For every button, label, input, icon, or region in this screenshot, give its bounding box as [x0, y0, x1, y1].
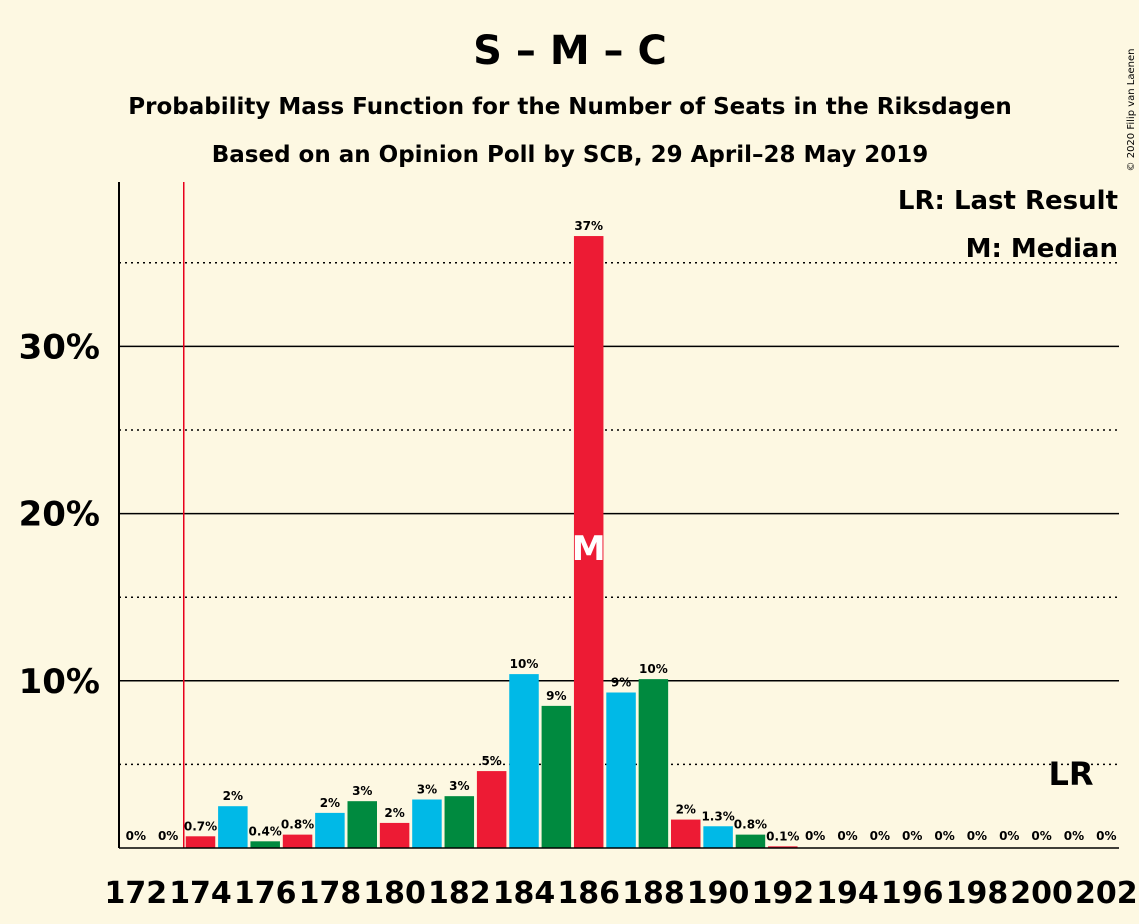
legend-median: M: Median — [966, 234, 1118, 264]
x-tick-label: 172 — [104, 876, 167, 911]
legend-last-result: LR: Last Result — [898, 186, 1118, 216]
bar-label: 0% — [967, 829, 987, 843]
bar-label: 0% — [837, 829, 857, 843]
bar-label: 0% — [934, 829, 954, 843]
bar-label: 2% — [676, 803, 696, 817]
bar-label: 10% — [639, 662, 668, 676]
x-tick-label: 194 — [816, 876, 879, 911]
bar-seat-174 — [185, 836, 216, 848]
y-axis-ticks: 10% 20% 30% — [19, 327, 100, 701]
x-tick-label: 182 — [428, 876, 491, 911]
bar-label: 2% — [320, 796, 340, 810]
bar-label: 37% — [574, 219, 603, 233]
bar-label: 0% — [1031, 829, 1051, 843]
bar-label: 2% — [223, 789, 243, 803]
bar-label: 3% — [352, 784, 372, 798]
bar-seat-186 — [573, 236, 604, 849]
bar-label: 9% — [546, 689, 566, 703]
bar-seat-181 — [412, 799, 442, 848]
y-tick-label: 30% — [19, 327, 100, 367]
bar-label: 0.8% — [281, 818, 314, 832]
x-tick-label: 174 — [169, 876, 232, 911]
bar-seat-180 — [379, 822, 410, 848]
bar-label: 9% — [611, 676, 631, 690]
y-tick-label: 20% — [19, 495, 100, 535]
bar-label: 10% — [510, 657, 539, 671]
bar-label: 0.7% — [184, 819, 217, 833]
bar-seat-184 — [509, 674, 539, 848]
bar-seat-188 — [638, 679, 669, 848]
bar-seat-177 — [282, 834, 313, 848]
x-tick-label: 198 — [946, 876, 1009, 911]
x-tick-label: 196 — [881, 876, 944, 911]
bar-label: 0% — [158, 829, 178, 843]
bar-label: 1.3% — [701, 809, 734, 823]
bar-label: 0% — [126, 829, 146, 843]
y-tick-label: 10% — [19, 662, 100, 702]
bar-labels: 0% 0%0.7%2%0.4% 0.8%2%3%2%3% 3%5%10%9%37%9%… — [126, 219, 1117, 843]
bar-label: 0.1% — [766, 829, 799, 843]
bar-seat-176 — [250, 841, 280, 848]
bar-label: 0% — [902, 829, 922, 843]
last-result-marker: LR — [1048, 755, 1093, 793]
x-axis-ticks: 172 174 176 178 180 182 184 186 188 190 192 194 196 1… — [104, 876, 1137, 911]
bar-seat-190 — [703, 826, 733, 848]
chart-title: S – M – C — [473, 28, 667, 74]
bar-seat-175 — [218, 806, 248, 848]
bar-seat-183 — [476, 771, 507, 848]
x-tick-label: 188 — [622, 876, 685, 911]
bar-seat-178 — [315, 812, 345, 848]
bar-seat-192 — [768, 846, 798, 848]
bar-seat-189 — [671, 819, 701, 848]
x-tick-label: 190 — [687, 876, 750, 911]
chart-subtitle-poll: Based on an Opinion Poll by SCB, 29 Apri… — [212, 142, 928, 168]
x-tick-label: 200 — [1010, 876, 1073, 911]
bar-label: 0% — [1064, 829, 1084, 843]
bar-seat-179 — [347, 801, 377, 848]
bar-seat-182 — [444, 796, 475, 848]
bar-label: 0% — [805, 829, 825, 843]
x-tick-label: 180 — [363, 876, 426, 911]
bar-label: 3% — [417, 783, 437, 797]
bar-label: 3% — [449, 779, 469, 793]
bar-seat-187 — [606, 692, 636, 848]
bar-label: 5% — [481, 754, 501, 768]
x-tick-label: 178 — [299, 876, 362, 911]
bar-label: 0.4% — [249, 824, 282, 838]
x-tick-label: 202 — [1075, 876, 1138, 911]
x-tick-label: 176 — [234, 876, 297, 911]
x-tick-label: 192 — [751, 876, 814, 911]
chart-subtitle: Probability Mass Function for the Number… — [128, 94, 1011, 120]
bar-label: 0% — [870, 829, 890, 843]
bar-seat-191 — [735, 834, 766, 848]
bar-label: 0% — [1096, 829, 1116, 843]
bar-label: 0.8% — [734, 818, 767, 832]
median-marker: M — [572, 529, 606, 569]
copyright-note: © 2020 Filip van Laenen — [1126, 49, 1137, 172]
bar-seat-185 — [541, 705, 572, 848]
x-tick-label: 184 — [493, 876, 556, 911]
bar-label: 2% — [384, 806, 404, 820]
bars — [185, 236, 798, 849]
bar-label: 0% — [999, 829, 1019, 843]
x-tick-label: 186 — [557, 876, 620, 911]
